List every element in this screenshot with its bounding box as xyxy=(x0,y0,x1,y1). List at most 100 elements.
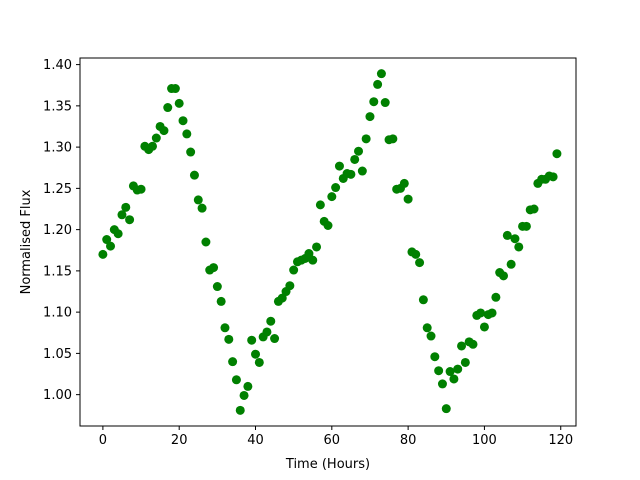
data-point xyxy=(121,202,131,212)
data-point xyxy=(331,183,341,193)
y-tick-label: 1.05 xyxy=(43,347,72,362)
data-point xyxy=(418,295,428,305)
data-point xyxy=(373,79,383,89)
data-point xyxy=(102,235,112,245)
data-point xyxy=(201,237,211,247)
data-point xyxy=(415,258,425,268)
data-point xyxy=(499,271,509,281)
x-axis-ticks: 0 20 40 60 80 100 120 xyxy=(99,426,573,448)
data-point xyxy=(548,172,558,182)
data-point xyxy=(315,200,325,210)
data-point xyxy=(327,192,337,202)
data-point xyxy=(247,335,257,345)
data-point xyxy=(365,112,375,122)
data-point xyxy=(510,234,520,244)
data-point xyxy=(422,323,432,333)
data-point xyxy=(159,126,169,136)
data-point xyxy=(529,204,539,214)
data-point xyxy=(197,203,207,213)
data-point xyxy=(98,249,108,259)
data-point xyxy=(437,379,447,389)
y-tick-label: 1.20 xyxy=(43,223,72,238)
data-point xyxy=(216,296,226,306)
data-point xyxy=(106,241,116,251)
data-point xyxy=(426,331,436,341)
data-point xyxy=(262,327,272,337)
x-axis-label: Time (Hours) xyxy=(285,457,370,472)
y-tick-label: 1.25 xyxy=(43,182,72,197)
data-points xyxy=(98,69,562,415)
y-axis-ticks: 1.00 1.05 1.10 1.15 1.20 1.25 1.30 1.35 1.40 xyxy=(43,58,80,403)
x-tick-label: 0 xyxy=(99,433,107,448)
data-point xyxy=(514,242,524,252)
data-point xyxy=(323,221,333,230)
data-point xyxy=(212,282,222,292)
data-point xyxy=(136,184,146,194)
data-point xyxy=(380,98,390,108)
data-point xyxy=(445,367,455,377)
data-point xyxy=(117,210,127,220)
data-point xyxy=(285,281,295,291)
data-point xyxy=(220,323,230,333)
y-tick-label: 1.40 xyxy=(43,58,72,73)
data-point xyxy=(239,390,249,400)
data-point xyxy=(251,349,261,359)
data-point xyxy=(231,375,241,385)
y-tick-label: 1.15 xyxy=(43,264,72,279)
data-point xyxy=(243,381,253,391)
y-tick-label: 1.35 xyxy=(43,99,72,114)
data-point xyxy=(277,293,287,303)
data-point xyxy=(228,357,238,367)
data-point xyxy=(113,229,123,239)
data-point xyxy=(151,133,161,143)
data-point xyxy=(388,134,398,144)
y-tick-label: 1.00 xyxy=(43,388,72,403)
data-point xyxy=(163,103,173,113)
data-point xyxy=(125,215,135,225)
x-tick-label: 120 xyxy=(548,433,573,448)
data-point xyxy=(552,149,562,159)
data-point xyxy=(235,405,245,415)
data-point xyxy=(521,221,531,231)
data-point xyxy=(209,263,219,273)
y-tick-label: 1.10 xyxy=(43,306,72,321)
x-tick-label: 40 xyxy=(247,433,264,448)
data-point xyxy=(270,334,280,344)
data-point xyxy=(361,134,371,144)
data-point xyxy=(182,129,192,139)
data-point xyxy=(304,249,314,259)
x-tick-label: 80 xyxy=(400,433,417,448)
data-point xyxy=(476,308,486,318)
y-axis-label: Normalised Flux xyxy=(19,189,34,294)
data-point xyxy=(334,161,344,171)
data-point xyxy=(403,194,413,204)
data-point xyxy=(491,292,501,302)
data-point xyxy=(441,404,451,414)
data-point xyxy=(254,357,264,367)
data-point xyxy=(449,374,459,384)
plot-frame xyxy=(79,57,577,427)
data-point xyxy=(487,308,497,318)
data-point xyxy=(453,364,463,374)
x-tick-label: 60 xyxy=(324,433,341,448)
data-point xyxy=(170,84,180,94)
data-point xyxy=(186,147,196,157)
data-point xyxy=(350,154,360,164)
data-point xyxy=(479,322,489,332)
data-point xyxy=(502,230,512,240)
data-point xyxy=(312,242,322,252)
data-point xyxy=(189,170,199,180)
data-point xyxy=(376,69,386,79)
data-point xyxy=(457,341,467,351)
data-point xyxy=(357,166,367,176)
x-tick-label: 20 xyxy=(171,433,188,448)
data-point xyxy=(289,265,299,275)
data-point xyxy=(468,339,478,349)
data-point xyxy=(411,249,421,259)
data-point xyxy=(224,334,234,344)
data-point xyxy=(430,352,440,362)
data-point xyxy=(193,195,203,205)
data-point xyxy=(460,357,470,367)
data-point xyxy=(506,259,516,269)
